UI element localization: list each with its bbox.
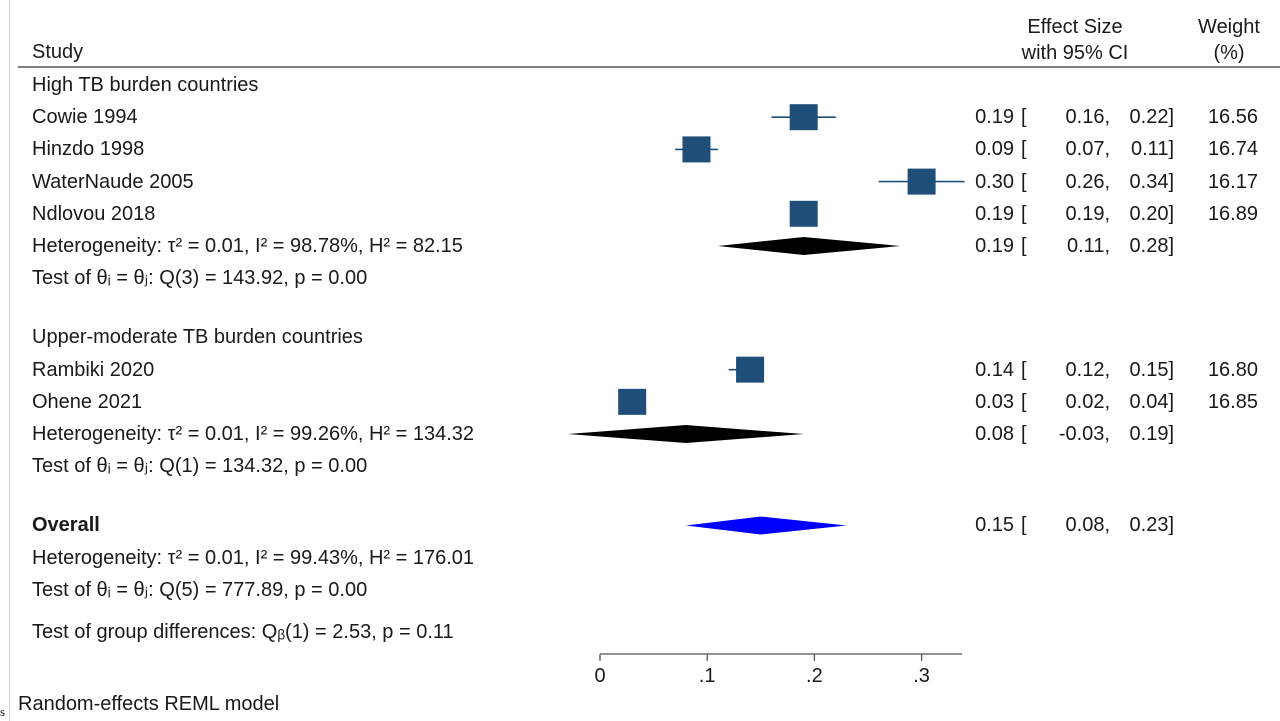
overall-ci-lower: 0.08, — [1065, 514, 1110, 537]
study-column-header: Study — [32, 41, 84, 63]
study-ci-upper: 0.34] — [1129, 170, 1174, 193]
study-label: Cowie 1994 — [32, 106, 138, 129]
study-effect-size: 0.03 — [975, 390, 1014, 413]
study-marker — [789, 200, 818, 227]
subtotal-ci-open-bracket: [ — [1021, 235, 1027, 257]
study-effect-size: 0.19 — [975, 106, 1014, 129]
study-label: Ndlovou 2018 — [32, 202, 156, 225]
weight-header-line2: (%) — [1213, 42, 1245, 64]
study-ci-open-bracket: [ — [1021, 390, 1027, 413]
study-ci-upper: 0.11] — [1131, 138, 1174, 161]
stray-mark: s — [0, 704, 6, 719]
study-weight: 16.89 — [1207, 202, 1258, 225]
subtotal-effect-size: 0.19 — [975, 235, 1014, 257]
subgroup-label: High TB burden countries — [32, 74, 259, 96]
study-label: Ohene 2021 — [32, 390, 143, 413]
study-effect-size: 0.14 — [975, 358, 1014, 381]
study-ci-lower: 0.26, — [1065, 170, 1110, 193]
study-ci-lower: 0.02, — [1065, 390, 1110, 413]
x-axis: 0 .1 .2 .3 — [594, 653, 962, 687]
statistic-text: Test of θᵢ = θⱼ: Q(1) = 134.32, p = 0.00 — [32, 455, 368, 478]
study-ci-upper: 0.04] — [1129, 390, 1174, 413]
statistic-text: Test of θᵢ = θⱼ: Q(3) = 143.92, p = 0.00 — [32, 267, 368, 290]
study-ci-open-bracket: [ — [1021, 138, 1027, 161]
study-ci-lower: 0.12, — [1065, 358, 1110, 381]
study-ci-lower: 0.19, — [1065, 202, 1110, 225]
study-ci-lower: 0.16, — [1065, 106, 1110, 129]
study-ci-open-bracket: [ — [1021, 358, 1027, 381]
subgroup-diamond — [567, 425, 804, 444]
x-tick-label: .2 — [806, 665, 823, 687]
study-weight: 16.85 — [1207, 390, 1258, 413]
study-effect-size: 0.30 — [975, 170, 1014, 193]
effect-size-header-line1: Effect Size — [1027, 16, 1123, 38]
study-label: Hinzdo 1998 — [32, 138, 145, 161]
model-footnote: Random-effects REML model — [18, 693, 280, 715]
statistic-text: Test of group differences: Qᵦ(1) = 2.53,… — [32, 620, 454, 643]
study-ci-upper: 0.22] — [1129, 106, 1174, 129]
study-weight: 16.17 — [1207, 170, 1258, 193]
study-marker — [789, 104, 818, 131]
study-ci-open-bracket: [ — [1021, 202, 1027, 225]
x-tick-label: .3 — [913, 665, 930, 687]
statistic-text: Heterogeneity: τ² = 0.01, I² = 99.43%, H… — [32, 546, 475, 569]
forest-plot-marks — [567, 104, 965, 535]
study-ci-open-bracket: [ — [1021, 106, 1027, 129]
left-border-line — [9, 0, 10, 721]
study-marker — [682, 136, 711, 163]
study-marker — [907, 168, 936, 195]
study-marker — [736, 356, 765, 383]
subtotal-ci-upper: 0.28] — [1129, 235, 1174, 257]
heterogeneity-text: Heterogeneity: τ² = 0.01, I² = 99.26%, H… — [32, 423, 475, 446]
subtotal-effect-size: 0.08 — [975, 423, 1014, 446]
study-ci-upper: 0.15] — [1129, 358, 1174, 381]
overall-ci-upper: 0.23] — [1129, 514, 1174, 537]
study-ci-open-bracket: [ — [1021, 170, 1027, 193]
study-ci-lower: 0.07, — [1065, 138, 1110, 161]
statistic-text: Test of θᵢ = θⱼ: Q(5) = 777.89, p = 0.00 — [32, 578, 368, 601]
study-weight: 16.74 — [1207, 138, 1258, 161]
subtotal-ci-lower: -0.03, — [1058, 423, 1110, 446]
overall-effect-size: 0.15 — [975, 514, 1014, 537]
x-tick-label: .1 — [699, 665, 716, 687]
overall-ci-open-bracket: [ — [1021, 514, 1027, 537]
subgroup-diamond — [717, 237, 901, 255]
study-marker — [618, 388, 647, 415]
overall-diamond — [685, 516, 847, 535]
study-weight: 16.80 — [1207, 358, 1258, 381]
subtotal-ci-upper: 0.19] — [1129, 423, 1174, 446]
study-label: Rambiki 2020 — [32, 358, 155, 381]
study-label: WaterNaude 2005 — [32, 170, 194, 193]
study-effect-size: 0.09 — [975, 138, 1014, 161]
study-effect-size: 0.19 — [975, 202, 1014, 225]
effect-size-header-line2: with 95% CI — [1021, 42, 1129, 64]
subtotal-ci-lower: 0.11, — [1067, 235, 1110, 257]
subtotal-ci-open-bracket: [ — [1021, 423, 1027, 446]
study-weight: 16.56 — [1207, 106, 1258, 129]
overall-label: Overall — [32, 514, 100, 537]
x-tick-label: 0 — [594, 665, 605, 687]
study-ci-upper: 0.20] — [1129, 202, 1174, 225]
subgroup-label: Upper-moderate TB burden countries — [32, 326, 363, 349]
weight-header-line1: Weight — [1198, 16, 1260, 38]
heterogeneity-text: Heterogeneity: τ² = 0.01, I² = 98.78%, H… — [32, 235, 463, 257]
